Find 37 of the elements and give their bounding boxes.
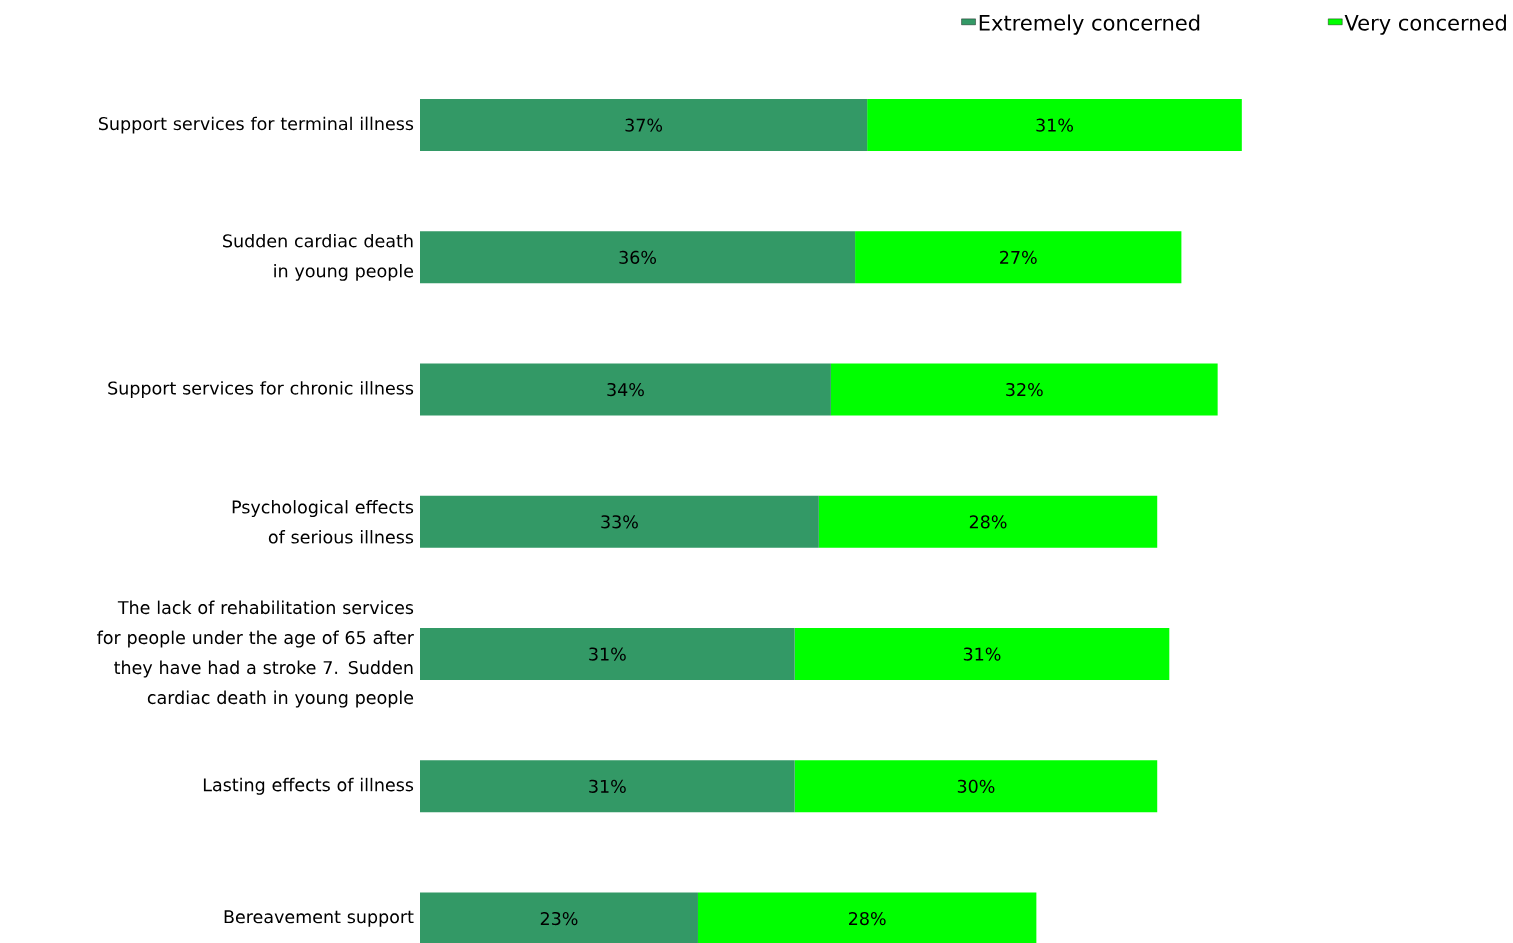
- bar: [420, 99, 868, 152]
- y-tick-label: Lasting effects of illness: [203, 777, 414, 795]
- data-label: 28%: [849, 911, 886, 926]
- data-label: 31%: [589, 647, 626, 661]
- y-tick-label: Bereavement support: [224, 910, 414, 927]
- data-label: 28%: [969, 515, 1007, 529]
- bar: [697, 892, 1037, 943]
- data-label: 36%: [619, 250, 657, 264]
- bar: [420, 628, 795, 681]
- data-label: 32%: [1006, 382, 1043, 397]
- data-label: 27%: [1000, 250, 1037, 264]
- y-tick-label: Psychological effects of serious illness: [232, 500, 414, 544]
- data-label: 30%: [957, 779, 995, 793]
- bar: [830, 363, 1218, 416]
- legend-label: Very concerned: [1344, 14, 1506, 35]
- data-label: 31%: [963, 647, 1001, 661]
- data-label: 31%: [1036, 118, 1073, 132]
- bar: [794, 628, 1170, 681]
- bar: [867, 99, 1242, 152]
- bar: [420, 363, 831, 416]
- bar: [420, 231, 856, 284]
- legend-label: Extremely concerned: [979, 14, 1200, 35]
- bar: [794, 760, 1158, 813]
- data-label: 23%: [540, 911, 578, 926]
- y-tick-label: Support services for chronic illness: [108, 381, 414, 399]
- bar: [855, 231, 1182, 284]
- data-label: 34%: [607, 382, 644, 397]
- bar: [420, 495, 819, 548]
- data-label: 37%: [625, 118, 663, 132]
- y-tick-label: Sudden cardiac death in young people: [223, 233, 414, 281]
- bar: [420, 892, 698, 943]
- y-tick-label: Support services for terminal illness: [98, 116, 414, 134]
- bar: [420, 760, 795, 813]
- data-label: 31%: [589, 779, 626, 793]
- bar: [818, 495, 1158, 548]
- y-tick-label: The lack of rehabilitation services for people under the age of 65 after they have had a stroke 7. Sudden cardiac death in young people: [97, 600, 414, 708]
- data-label: 33%: [601, 515, 638, 529]
